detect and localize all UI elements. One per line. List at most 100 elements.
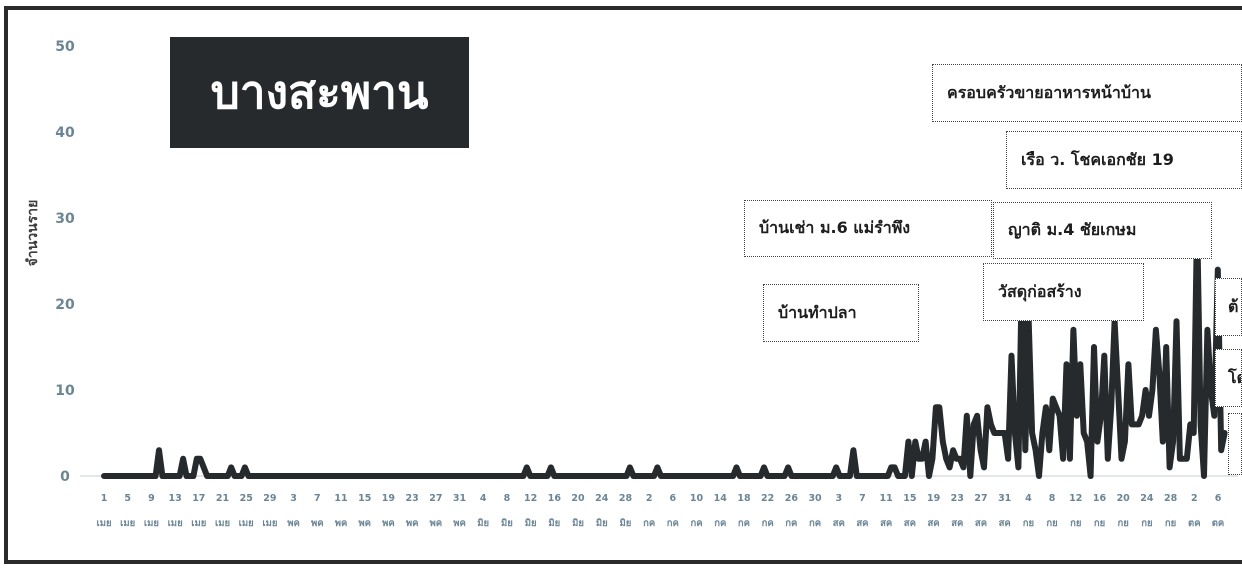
x-tick-day: 15 <box>903 493 916 504</box>
x-tick-month: เมย <box>144 518 159 529</box>
x-tick-day: 31 <box>453 493 466 504</box>
x-tick-month: เมย <box>239 518 254 529</box>
x-tick-day: 16 <box>548 493 562 504</box>
x-tick-day: 12 <box>524 493 537 504</box>
x-tick-month: เมย <box>168 518 183 529</box>
annotation-boat: เรือ ว. โชคเอกชัย 19 <box>1006 131 1242 189</box>
x-tick-month: กค <box>643 518 655 529</box>
x-tick-month: เมย <box>191 518 206 529</box>
x-tick-day: 6 <box>670 493 677 504</box>
x-tick-day: 17 <box>192 493 205 504</box>
x-tick-month: พค <box>406 518 419 529</box>
x-tick-month: มิย <box>572 518 584 529</box>
x-tick-month: พค <box>358 518 371 529</box>
x-tick-day: 3 <box>290 493 297 504</box>
x-tick-month: สค <box>999 518 1011 529</box>
x-tick-day: 25 <box>240 493 253 504</box>
x-tick-month: กย <box>1023 518 1034 529</box>
x-tick-day: 23 <box>951 493 964 504</box>
x-tick-month: มิย <box>477 518 489 529</box>
chart-title: บางสะพาน <box>170 37 469 148</box>
x-tick-day: 29 <box>263 493 276 504</box>
x-tick-month: สค <box>927 518 939 529</box>
x-tick-month: สค <box>951 518 963 529</box>
x-tick-day: 3 <box>835 493 842 504</box>
x-tick-day: 31 <box>998 493 1011 504</box>
x-tick-month: กย <box>1141 518 1152 529</box>
annotation-partial-2: โด <box>1215 349 1242 407</box>
x-tick-month: กย <box>1046 518 1057 529</box>
x-tick-month: สค <box>833 518 845 529</box>
x-tick-day: 12 <box>1069 493 1082 504</box>
x-tick-day: 4 <box>1025 493 1032 504</box>
x-tick-month: สค <box>880 518 892 529</box>
x-tick-month: กค <box>762 518 774 529</box>
x-tick-month: กค <box>738 518 750 529</box>
x-tick-day: 8 <box>1049 493 1056 504</box>
x-tick-month: พค <box>430 518 443 529</box>
y-tick-label: 50 <box>55 39 75 55</box>
y-tick-label: 30 <box>55 211 75 227</box>
x-tick-month: มิย <box>548 518 560 529</box>
x-tick-month: กย <box>1118 518 1129 529</box>
x-tick-day: 13 <box>168 493 181 504</box>
annotation-rental-house: บ้านเช่า ม.6 แม่รำพึง <box>744 200 992 257</box>
x-tick-month: พค <box>382 518 395 529</box>
x-tick-day: 19 <box>382 493 395 504</box>
x-tick-month: กค <box>690 518 702 529</box>
x-tick-month: สค <box>904 518 916 529</box>
annotation-fish-house: บ้านทำปลา <box>763 284 919 342</box>
x-tick-day: 4 <box>480 493 487 504</box>
x-tick-day: 6 <box>1215 493 1222 504</box>
x-tick-day: 24 <box>595 493 609 504</box>
y-tick-label: 0 <box>60 469 70 485</box>
x-tick-month: กย <box>1165 518 1176 529</box>
x-tick-day: 27 <box>429 493 442 504</box>
x-tick-day: 27 <box>974 493 987 504</box>
x-tick-month: พค <box>453 518 466 529</box>
x-tick-month: มิย <box>525 518 537 529</box>
x-tick-month: มิย <box>501 518 513 529</box>
x-tick-day: 2 <box>646 493 653 504</box>
y-tick-label: 10 <box>55 383 75 399</box>
x-tick-day: 1 <box>101 493 108 504</box>
chart-frame <box>4 6 1242 564</box>
x-tick-month: กย <box>1094 518 1105 529</box>
x-tick-day: 19 <box>927 493 940 504</box>
x-tick-day: 5 <box>124 493 131 504</box>
x-tick-day: 14 <box>714 493 728 504</box>
x-tick-month: ตค <box>1188 518 1201 529</box>
y-axis-label: จำนวนราย <box>25 199 41 267</box>
x-tick-day: 30 <box>808 493 822 504</box>
x-tick-month: พค <box>311 518 324 529</box>
x-tick-month: สค <box>975 518 987 529</box>
x-tick-day: 9 <box>148 493 155 504</box>
x-tick-day: 8 <box>504 493 511 504</box>
x-tick-month: กค <box>714 518 726 529</box>
annotation-food-family: ครอบครัวขายอาหารหน้าบ้าน <box>932 64 1242 122</box>
x-tick-day: 23 <box>406 493 419 504</box>
x-tick-month: กย <box>1070 518 1081 529</box>
annotation-partial-3 <box>1228 413 1242 475</box>
x-tick-day: 21 <box>216 493 229 504</box>
x-tick-day: 22 <box>761 493 774 504</box>
x-tick-month: กค <box>667 518 679 529</box>
x-tick-day: 11 <box>880 493 893 504</box>
x-tick-day: 18 <box>737 493 751 504</box>
x-tick-day: 7 <box>314 493 321 504</box>
x-tick-month: เมย <box>262 518 277 529</box>
x-tick-day: 2 <box>1191 493 1198 504</box>
series-line <box>101 215 1228 479</box>
x-tick-month: กค <box>785 518 797 529</box>
x-tick-day: 26 <box>785 493 799 504</box>
annotation-relative: ญาติ ม.4 ชัยเกษม <box>993 202 1212 259</box>
x-tick-month: มิย <box>596 518 608 529</box>
x-tick-month: กค <box>809 518 821 529</box>
x-tick-month: ตค <box>1212 518 1225 529</box>
x-tick-day: 20 <box>571 493 585 504</box>
x-tick-day: 28 <box>619 493 633 504</box>
x-tick-day: 24 <box>1140 493 1154 504</box>
x-tick-day: 20 <box>1117 493 1131 504</box>
y-tick-label: 20 <box>55 297 75 313</box>
